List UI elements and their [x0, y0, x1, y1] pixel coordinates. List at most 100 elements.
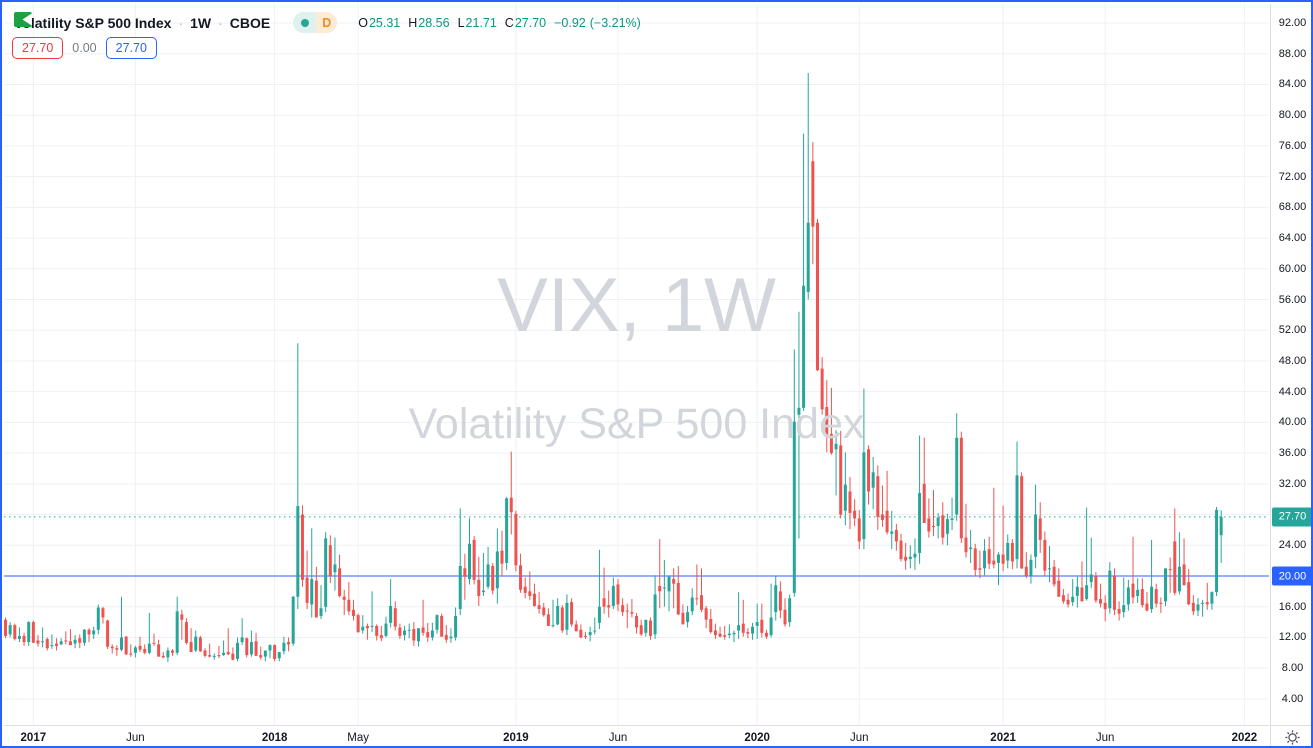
candle-body	[560, 607, 564, 631]
candlestick-canvas[interactable]	[4, 4, 1269, 725]
candle-body	[1010, 542, 1014, 562]
candle-body	[389, 605, 393, 623]
candle-body	[356, 615, 360, 633]
price-pane[interactable]: VIX, 1W Volatility S&P 500 Index Volatil…	[4, 4, 1269, 725]
candle-body	[635, 615, 639, 628]
candle-body	[68, 641, 72, 646]
candle-body	[644, 619, 648, 633]
candle-body	[1043, 539, 1047, 571]
time-axis-tick: Jun	[849, 731, 869, 744]
candle-body	[718, 633, 722, 637]
symbol-title[interactable]: Volatility S&P 500 Index	[14, 14, 172, 31]
candle-body	[523, 586, 527, 593]
price-axis-label: 24.00	[1278, 539, 1307, 552]
candle-body	[792, 421, 796, 593]
candle-body	[509, 497, 513, 513]
candle-body	[184, 622, 188, 643]
candle-body	[403, 630, 407, 636]
candle-body	[880, 514, 884, 520]
price-axis-label: 92.00	[1278, 17, 1307, 30]
candle-body	[899, 540, 903, 560]
candle-body	[565, 602, 569, 630]
candle-body	[444, 635, 448, 640]
candle-body	[658, 585, 662, 592]
candle-body	[198, 637, 202, 652]
price-axis-label: 68.00	[1278, 201, 1307, 214]
spread-value: 0.00	[72, 41, 97, 55]
candle-body	[1099, 599, 1103, 604]
candle-body	[1066, 599, 1070, 605]
candle-body	[416, 628, 420, 642]
candle-body	[1117, 609, 1121, 614]
candle-body	[834, 443, 838, 450]
sell-price-chip[interactable]: 27.70	[12, 37, 64, 59]
candle-body	[17, 635, 21, 639]
candle-body	[811, 161, 815, 227]
candle-body	[1103, 602, 1107, 610]
ohlc-readout: O 25.31 H 28.56 L 21.71 C 27.70 −0.92 (−3.21…	[358, 16, 641, 30]
candle-body	[36, 640, 40, 644]
candle-body	[1061, 595, 1065, 602]
candle-body	[616, 584, 620, 605]
candle-body	[978, 568, 982, 570]
candle-body	[138, 645, 142, 650]
price-axis-label: 52.00	[1278, 324, 1307, 337]
candle-body	[737, 625, 741, 631]
candle-body	[1205, 602, 1209, 605]
candle-body	[1057, 580, 1061, 597]
candle-body	[686, 612, 690, 623]
candle-body	[704, 608, 708, 620]
candle-body	[1150, 586, 1154, 610]
candle-body	[1085, 585, 1089, 600]
candle-body	[927, 518, 931, 532]
candle-body	[449, 636, 453, 639]
candle-body	[310, 579, 314, 605]
candle-body	[611, 585, 615, 606]
price-axis[interactable]: 4.008.0012.0016.0020.0024.0028.0032.0036…	[1270, 4, 1311, 725]
candle-body	[556, 605, 560, 625]
candle-body	[630, 612, 634, 614]
candle-body	[514, 513, 518, 566]
candle-body	[908, 556, 912, 560]
candle-body	[361, 626, 365, 631]
candle-body	[115, 648, 119, 650]
exchange-label[interactable]: CBOE	[229, 14, 271, 31]
buy-price-chip[interactable]: 27.70	[105, 37, 157, 59]
candle-body	[1131, 583, 1135, 598]
candle-body	[885, 510, 889, 533]
candle-body	[133, 647, 137, 653]
candle-body	[291, 596, 295, 644]
candle-body	[277, 652, 281, 659]
candle-body	[454, 615, 458, 638]
candle-body	[398, 627, 402, 636]
candle-body	[584, 635, 587, 637]
candle-body	[542, 607, 546, 616]
candle-body	[463, 568, 467, 577]
axis-settings-corner[interactable]	[1270, 725, 1311, 746]
candle-body	[607, 605, 611, 608]
candle-body	[816, 222, 819, 371]
candle-body	[723, 635, 727, 637]
candle-body	[764, 632, 768, 637]
candle-body	[871, 472, 875, 488]
candle-body	[101, 608, 105, 618]
candle-body	[653, 594, 657, 635]
price-axis-label: 8.00	[1281, 662, 1304, 675]
candle-body	[1164, 568, 1167, 602]
candle-body	[8, 625, 12, 635]
timeframe-label[interactable]: 1W	[190, 14, 212, 31]
candle-body	[273, 645, 277, 659]
candle-body	[477, 579, 481, 596]
candle-body	[843, 484, 847, 511]
candle-body	[996, 554, 1000, 563]
current-price-badge: 27.70	[1272, 507, 1311, 527]
candle-body	[55, 643, 59, 646]
candle-body	[700, 595, 703, 610]
candle-body	[802, 285, 806, 408]
time-axis[interactable]: 2017 Jun 2018 May 2019 Jun 2020 Jun 2021 Jun 2022	[4, 725, 1269, 746]
data-mode-pill[interactable]: D	[293, 12, 338, 33]
candle-body	[913, 553, 917, 558]
candle-body	[319, 608, 323, 616]
time-axis-tick: 2018	[261, 731, 288, 744]
candle-body	[305, 577, 309, 603]
